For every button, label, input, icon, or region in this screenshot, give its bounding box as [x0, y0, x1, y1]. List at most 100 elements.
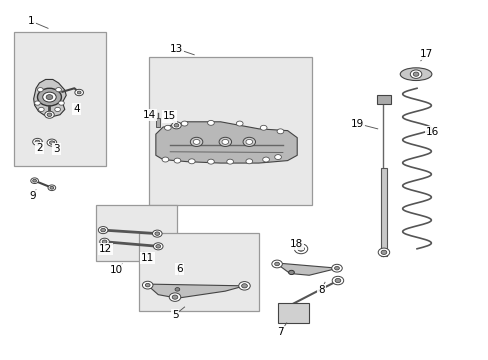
Circle shape [152, 230, 162, 237]
Circle shape [245, 139, 252, 144]
Circle shape [101, 228, 105, 232]
Circle shape [75, 89, 83, 96]
Circle shape [245, 159, 252, 164]
Circle shape [35, 140, 40, 144]
Circle shape [262, 157, 269, 162]
Circle shape [236, 121, 243, 126]
Circle shape [260, 125, 266, 130]
Circle shape [59, 101, 64, 105]
Text: 2: 2 [36, 143, 42, 153]
Circle shape [48, 185, 56, 190]
Text: 18: 18 [289, 239, 302, 249]
Circle shape [156, 244, 160, 248]
Circle shape [377, 248, 389, 257]
Circle shape [145, 283, 150, 287]
Circle shape [243, 137, 255, 147]
Circle shape [98, 226, 108, 234]
Circle shape [409, 70, 421, 78]
Circle shape [331, 264, 342, 272]
Circle shape [38, 87, 43, 92]
Circle shape [169, 293, 181, 301]
Circle shape [174, 123, 179, 127]
Text: 15: 15 [163, 112, 176, 121]
Polygon shape [156, 122, 297, 163]
Circle shape [334, 266, 339, 270]
Circle shape [47, 113, 52, 117]
Circle shape [33, 179, 37, 182]
Circle shape [288, 270, 294, 275]
Circle shape [47, 139, 57, 146]
Circle shape [39, 107, 44, 112]
Circle shape [77, 91, 81, 94]
Circle shape [55, 107, 61, 112]
Circle shape [42, 92, 56, 102]
Text: 10: 10 [109, 265, 122, 275]
Text: 7: 7 [277, 327, 283, 337]
Circle shape [222, 139, 228, 144]
Text: 5: 5 [171, 310, 178, 320]
Circle shape [294, 244, 307, 254]
Circle shape [153, 243, 163, 250]
Text: 4: 4 [73, 104, 80, 114]
Circle shape [35, 101, 41, 105]
Bar [278, 303, 308, 323]
Circle shape [271, 260, 282, 268]
Circle shape [219, 137, 231, 147]
Text: 17: 17 [419, 49, 432, 59]
Bar [148, 57, 311, 205]
Polygon shape [146, 284, 244, 298]
Circle shape [56, 87, 61, 92]
Circle shape [412, 72, 418, 76]
Polygon shape [34, 80, 66, 117]
Text: 12: 12 [99, 244, 112, 254]
Circle shape [207, 120, 214, 125]
Circle shape [226, 159, 233, 164]
Circle shape [142, 281, 153, 289]
Circle shape [277, 129, 283, 134]
Text: 13: 13 [169, 44, 183, 54]
Bar [139, 233, 258, 311]
Circle shape [33, 138, 42, 145]
Text: 3: 3 [53, 144, 60, 154]
Circle shape [31, 178, 39, 184]
Circle shape [274, 154, 281, 159]
Circle shape [207, 159, 214, 164]
Text: 19: 19 [350, 118, 363, 129]
Circle shape [155, 232, 160, 235]
Circle shape [162, 157, 168, 162]
Circle shape [188, 159, 195, 164]
Circle shape [100, 238, 109, 245]
Text: 8: 8 [317, 285, 324, 295]
Text: 11: 11 [141, 253, 154, 262]
Circle shape [175, 288, 180, 291]
Circle shape [164, 125, 171, 130]
Circle shape [44, 111, 54, 118]
Bar [96, 205, 177, 261]
Bar [15, 32, 105, 166]
Text: 9: 9 [29, 191, 36, 201]
Circle shape [193, 139, 200, 144]
Text: 1: 1 [28, 16, 35, 26]
Circle shape [380, 250, 386, 255]
Circle shape [190, 137, 203, 147]
Circle shape [174, 158, 181, 163]
Ellipse shape [399, 68, 431, 81]
Text: 16: 16 [426, 127, 439, 138]
Circle shape [50, 186, 54, 189]
Circle shape [238, 282, 250, 290]
Bar [156, 118, 160, 127]
Circle shape [181, 121, 187, 126]
Circle shape [38, 88, 61, 106]
Bar [376, 95, 390, 104]
Circle shape [172, 295, 178, 299]
Circle shape [171, 122, 181, 129]
Circle shape [102, 240, 107, 243]
Bar [380, 168, 386, 256]
Circle shape [241, 284, 247, 288]
Text: 6: 6 [176, 264, 183, 274]
Polygon shape [275, 263, 337, 275]
Text: 14: 14 [142, 110, 156, 120]
Circle shape [46, 95, 53, 100]
Circle shape [334, 278, 340, 283]
Circle shape [49, 141, 54, 144]
